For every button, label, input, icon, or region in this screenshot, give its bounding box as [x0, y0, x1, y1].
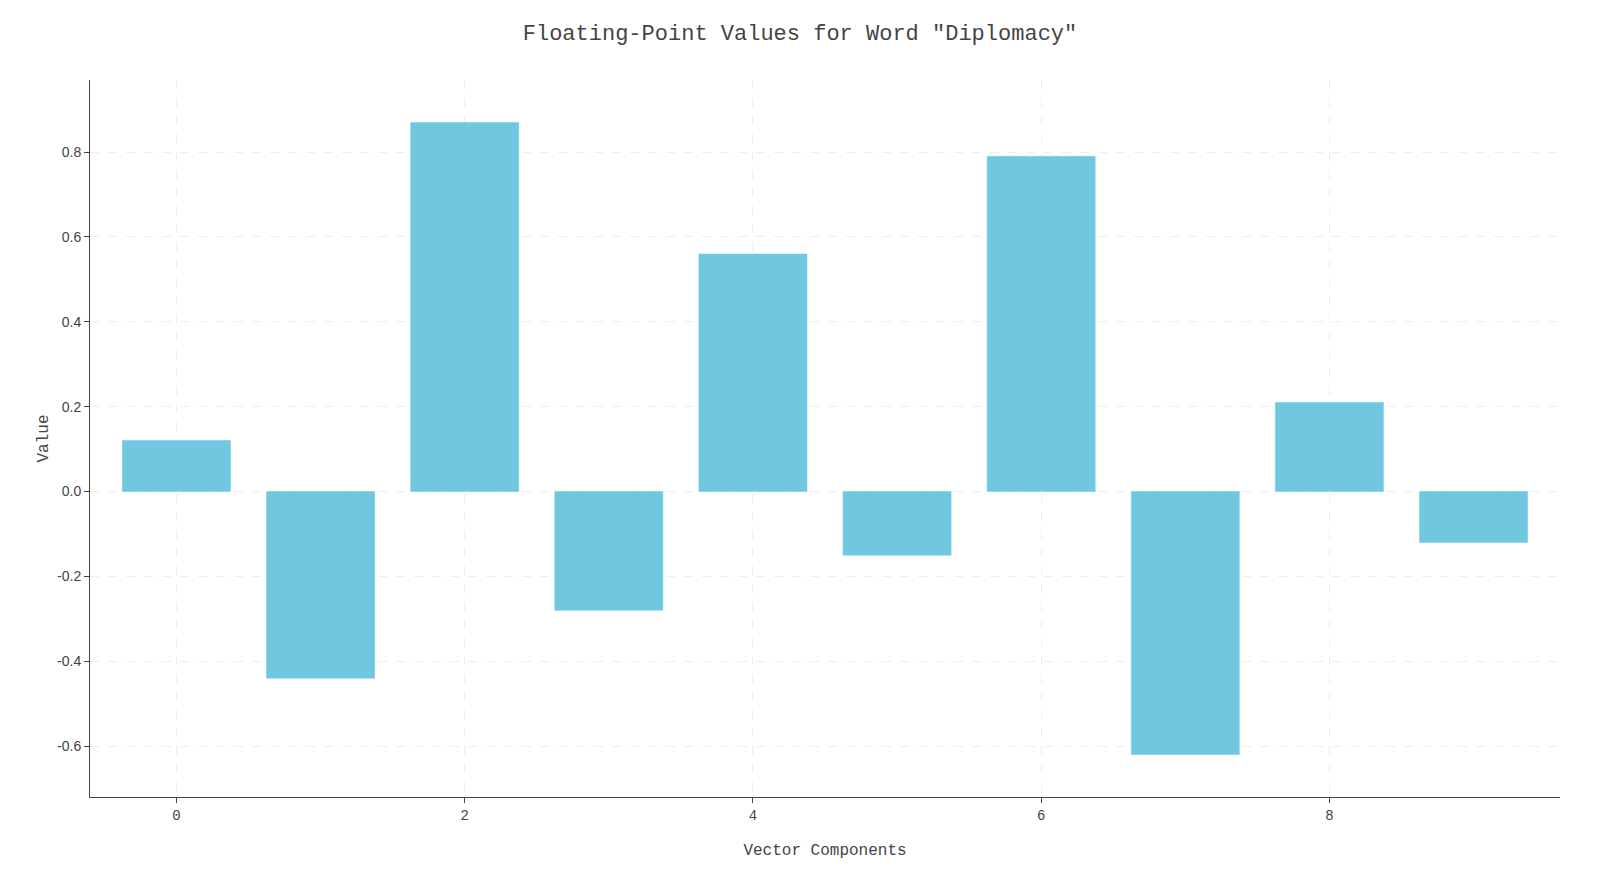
svg-text:6: 6 [1037, 808, 1045, 824]
svg-text:0.2: 0.2 [62, 399, 82, 415]
svg-text:-0.4: -0.4 [57, 653, 81, 669]
svg-text:-0.6: -0.6 [57, 738, 81, 754]
svg-text:Value: Value [35, 414, 53, 462]
svg-text:Vector Components: Vector Components [743, 842, 906, 860]
svg-text:0.4: 0.4 [62, 314, 82, 330]
svg-text:8: 8 [1325, 808, 1333, 824]
svg-text:4: 4 [749, 808, 757, 824]
svg-text:0.0: 0.0 [62, 483, 82, 499]
svg-text:0.6: 0.6 [62, 229, 82, 245]
svg-text:0.8: 0.8 [62, 144, 82, 160]
svg-text:Floating-Point Values for Word: Floating-Point Values for Word "Diplomac… [523, 22, 1078, 47]
svg-text:0: 0 [172, 808, 180, 824]
svg-text:2: 2 [461, 808, 469, 824]
svg-text:-0.2: -0.2 [57, 568, 81, 584]
